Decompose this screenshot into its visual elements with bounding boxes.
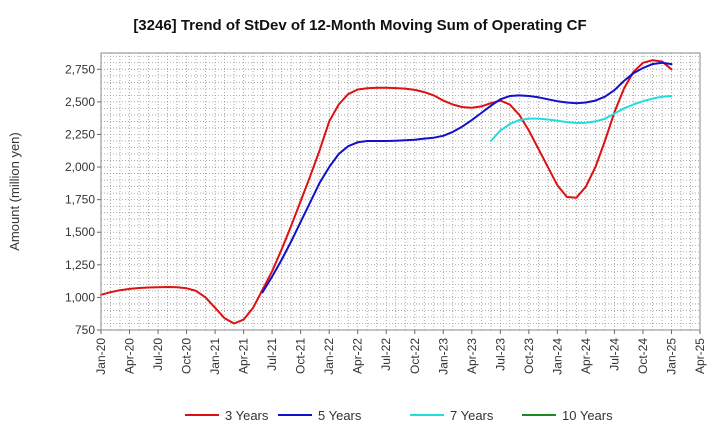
y-tick-label: 1,250 (65, 258, 95, 272)
plot-frame (100, 52, 701, 331)
x-tick-label: Apr-25 (693, 338, 707, 374)
x-tick-label: Apr-24 (579, 338, 593, 374)
legend-label: 7 Years (450, 408, 494, 423)
y-tick-label: 2,250 (65, 127, 95, 141)
x-tick-label: Apr-23 (465, 338, 479, 374)
x-tick-label: Jan-23 (436, 338, 450, 375)
y-tick-label: 1,750 (65, 193, 95, 207)
x-tick-label: Oct-21 (294, 338, 308, 374)
x-tick-label: Jan-21 (208, 338, 222, 375)
x-tick-label: Jul-23 (493, 338, 507, 371)
x-tick-label: Jan-24 (550, 338, 564, 375)
x-tick-label: Jul-22 (379, 338, 393, 371)
y-axis-label: Amount (million yen) (7, 132, 22, 251)
legend-label: 10 Years (562, 408, 613, 423)
grid-lines (101, 53, 700, 330)
x-tick-label: Jul-21 (265, 338, 279, 371)
x-tick-label: Jan-22 (322, 338, 336, 375)
chart-title: [3246] Trend of StDev of 12-Month Moving… (133, 17, 586, 34)
legend-label: 5 Years (318, 408, 362, 423)
y-tick-label: 1,000 (65, 290, 95, 304)
series-line-3-years (100, 59, 673, 325)
y-tick-label: 750 (75, 323, 95, 337)
x-tick-label: Jan-25 (664, 338, 678, 375)
y-tick-label: 2,500 (65, 95, 95, 109)
x-tick-label: Apr-22 (351, 338, 365, 374)
x-tick-label: Oct-22 (408, 338, 422, 374)
x-axis-ticks: Jan-20 Apr-20 Jul-20 Oct-20 Jan-21 Apr-21 Jul-… (94, 330, 707, 375)
x-tick-label: Apr-20 (123, 338, 137, 374)
series-lines (100, 59, 673, 325)
series-line-7-years (489, 95, 673, 142)
y-tick-label: 2,750 (65, 62, 95, 76)
y-tick-label: 1,500 (65, 225, 95, 239)
x-tick-label: Oct-24 (636, 338, 650, 374)
x-tick-label: Oct-23 (522, 338, 536, 374)
x-tick-label: Jul-24 (607, 338, 621, 371)
y-axis-ticks: 750 1,000 1,250 1,500 1,750 2,000 2,250 2,500 2,… (65, 62, 101, 337)
x-tick-label: Oct-20 (180, 338, 194, 374)
legend-label: 3 Years (225, 408, 269, 423)
series-line-5-years (261, 61, 673, 294)
x-tick-label: Apr-21 (237, 338, 251, 374)
x-tick-label: Jan-20 (94, 338, 108, 375)
x-tick-label: Jul-20 (151, 338, 165, 371)
legend: 3 Years 5 Years 7 Years 10 Years (185, 408, 613, 423)
y-tick-label: 2,000 (65, 160, 95, 174)
